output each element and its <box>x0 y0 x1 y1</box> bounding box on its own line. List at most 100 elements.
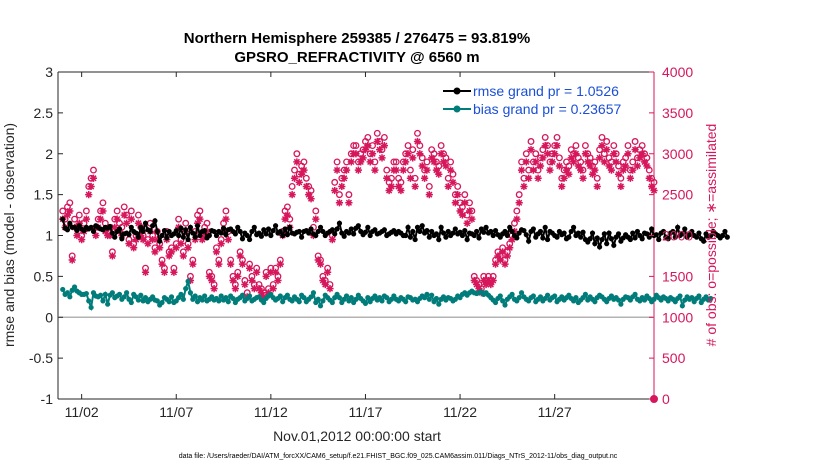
obs-possible-point <box>425 182 433 190</box>
obs-assimilated-point <box>383 174 391 182</box>
obs-possible-point <box>134 211 142 219</box>
obs-possible-point <box>113 207 121 215</box>
obs-assimilated-point <box>269 285 277 293</box>
rmse-point <box>656 236 662 243</box>
rmse-point <box>445 228 451 235</box>
obs-assimilated-point <box>82 215 90 223</box>
rmse-point <box>440 230 447 236</box>
bias-point <box>277 293 283 299</box>
obs-assimilated-point <box>506 244 514 252</box>
rmse-point <box>133 230 139 236</box>
obs-assimilated-point <box>541 141 549 150</box>
obs-possible-point <box>449 170 457 178</box>
rmse-point <box>410 228 416 235</box>
rmse-point <box>235 224 241 230</box>
rmse-point <box>334 226 340 232</box>
rmse-point <box>74 227 80 234</box>
obs-assimilated-point <box>640 158 649 166</box>
bias-point <box>362 300 369 306</box>
rmse-point <box>173 227 179 234</box>
obs-possible-point <box>458 203 466 211</box>
obs-assimilated-point <box>572 150 580 158</box>
chart-subtitle: GPSRO_REFRACTIVITY @ 6560 m <box>234 49 479 66</box>
obs-assimilated-point <box>447 166 455 174</box>
bias-point <box>223 295 229 301</box>
obs-possible-point <box>364 133 372 141</box>
rmse-point <box>180 234 186 240</box>
obs-assimilated-point <box>236 252 244 260</box>
rmse-point <box>708 232 714 239</box>
rmse-point <box>128 224 134 230</box>
obs-possible-point <box>99 199 107 207</box>
rmse-point <box>213 232 220 239</box>
rmse-point <box>341 233 347 239</box>
obs-possible-point <box>631 138 639 145</box>
obs-assimilated-point <box>302 182 310 191</box>
rmse-point <box>261 227 267 233</box>
obs-assimilated-point <box>130 244 138 252</box>
obs-assimilated-point <box>605 162 613 170</box>
rmse-point <box>554 234 560 240</box>
obs-assimilated-point <box>380 141 388 150</box>
bias-point <box>159 299 165 306</box>
obs-assimilated-point <box>66 207 74 215</box>
rmse-point <box>206 232 212 239</box>
bias-point <box>128 299 134 306</box>
obs-possible-point <box>406 166 414 174</box>
legend-bias-label: bias grand pr = 0.23657 <box>473 101 621 117</box>
obs-assimilated-point <box>378 154 386 162</box>
obs-possible-point <box>196 207 204 215</box>
rmse-point <box>639 236 645 242</box>
bias-point <box>329 299 335 306</box>
left-y-tick-label: 3 <box>45 64 53 80</box>
obs-assimilated-point <box>612 158 620 166</box>
x-tick-label: 11/22 <box>443 404 477 420</box>
obs-assimilated-point <box>219 227 228 236</box>
right-y-tick-label: 1500 <box>662 268 693 284</box>
bias-point <box>154 298 160 304</box>
obs-possible-point <box>283 203 291 211</box>
rmse-point <box>436 236 442 243</box>
obs-assimilated-point <box>603 146 611 154</box>
obs-assimilated-point <box>420 174 429 182</box>
obs-assimilated-point <box>397 186 405 195</box>
obs-assimilated-point <box>352 150 360 158</box>
obs-possible-point <box>423 158 431 166</box>
rmse-point <box>239 236 246 242</box>
bias-point <box>651 296 657 302</box>
obs-assimilated-point <box>215 260 223 268</box>
obs-assimilated-point <box>300 166 308 174</box>
rmse-point <box>429 228 435 235</box>
obs-assimilated-point <box>425 191 433 199</box>
obs-possible-point <box>643 154 651 162</box>
rmse-point <box>317 224 324 230</box>
rmse-point <box>630 230 636 236</box>
obs-assimilated-point <box>267 268 275 276</box>
obs-assimilated-point <box>411 182 419 191</box>
bias-point <box>353 296 359 302</box>
rmse-point <box>315 228 321 235</box>
bias-point <box>97 292 104 298</box>
left-y-tick-label: 0 <box>45 309 53 325</box>
rmse-point <box>471 232 477 239</box>
obs-assimilated-point <box>283 211 292 219</box>
rmse-point <box>107 223 113 230</box>
rmse-point <box>634 228 641 235</box>
x-tick-label: 11/02 <box>65 404 99 420</box>
obs-assimilated-point <box>217 240 225 248</box>
bias-point <box>183 286 189 292</box>
rmse-point <box>185 236 191 243</box>
rmse-point <box>164 235 170 241</box>
obs-assimilated-point <box>373 137 381 146</box>
rmse-point <box>693 234 700 240</box>
rmse-point <box>450 230 456 236</box>
right-y-tick-label: 1000 <box>662 309 693 325</box>
rmse-point <box>419 223 425 229</box>
obs-assimilated-point <box>106 231 114 240</box>
bias-point <box>618 301 624 307</box>
obs-possible-point <box>71 215 79 223</box>
obs-assimilated-point <box>577 166 585 174</box>
bias-point <box>641 297 648 303</box>
rmse-point <box>670 228 676 235</box>
rmse-point <box>299 234 305 240</box>
